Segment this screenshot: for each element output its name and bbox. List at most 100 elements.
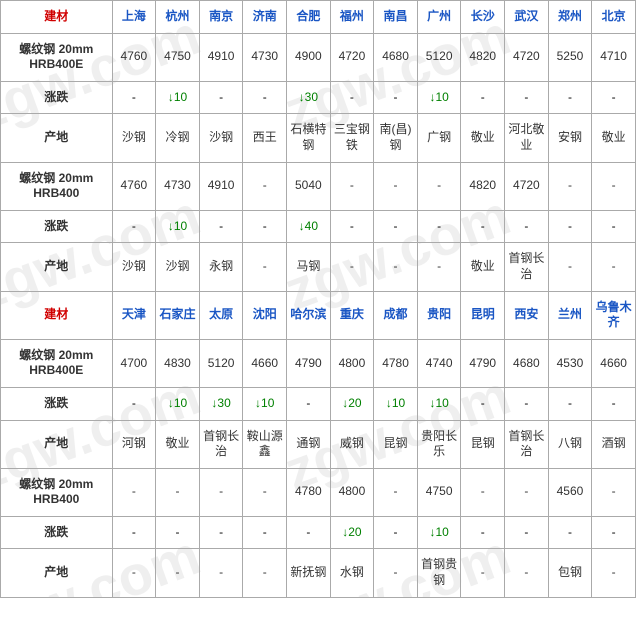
change-cell: -	[112, 516, 156, 549]
price-cell: 5040	[287, 162, 331, 210]
price-cell: 4900	[287, 33, 331, 81]
change-cell: -	[243, 210, 287, 243]
change-cell: -	[330, 81, 374, 114]
price-cell: -	[592, 162, 636, 210]
change-cell: -	[287, 387, 331, 420]
origin-cell: -	[330, 243, 374, 291]
product-label: 螺纹钢 20mm HRB400	[1, 162, 113, 210]
change-cell: -	[592, 516, 636, 549]
origin-cell: -	[199, 549, 243, 597]
change-cell: ↓30	[199, 387, 243, 420]
origin-cell: -	[461, 549, 505, 597]
change-cell: -	[505, 516, 549, 549]
origin-cell: 西王	[243, 114, 287, 162]
change-cell: -	[112, 387, 156, 420]
price-cell: 4760	[112, 33, 156, 81]
city-header: 贵阳	[417, 291, 461, 339]
change-label: 涨跌	[1, 210, 113, 243]
change-cell: ↓10	[374, 387, 418, 420]
city-header: 哈尔滨	[287, 291, 331, 339]
city-header: 郑州	[548, 1, 592, 34]
price-cell: 4760	[112, 162, 156, 210]
origin-cell: 昆钢	[461, 420, 505, 468]
price-cell: 4820	[461, 33, 505, 81]
price-cell: -	[417, 162, 461, 210]
price-cell: 4910	[199, 162, 243, 210]
product-label: 螺纹钢 20mm HRB400	[1, 468, 113, 516]
change-cell: ↓40	[287, 210, 331, 243]
product-label: 螺纹钢 20mm HRB400E	[1, 33, 113, 81]
change-cell: -	[505, 387, 549, 420]
price-cell: 5250	[548, 33, 592, 81]
change-cell: -	[417, 210, 461, 243]
change-cell: -	[374, 210, 418, 243]
change-cell: -	[548, 387, 592, 420]
origin-cell: -	[374, 243, 418, 291]
category-header: 建材	[1, 291, 113, 339]
city-header: 重庆	[330, 291, 374, 339]
price-cell: 4680	[505, 339, 549, 387]
city-header: 西安	[505, 291, 549, 339]
origin-label: 产地	[1, 420, 113, 468]
price-cell: -	[505, 468, 549, 516]
change-label: 涨跌	[1, 81, 113, 114]
price-cell: -	[243, 162, 287, 210]
price-cell: 4720	[505, 33, 549, 81]
price-cell: -	[374, 162, 418, 210]
change-cell: -	[461, 516, 505, 549]
origin-cell: -	[592, 549, 636, 597]
city-header: 上海	[112, 1, 156, 34]
origin-cell: -	[374, 549, 418, 597]
change-cell: -	[592, 81, 636, 114]
price-cell: 5120	[199, 339, 243, 387]
price-cell: 4780	[374, 339, 418, 387]
origin-cell: 威钢	[330, 420, 374, 468]
origin-cell: 冷钢	[156, 114, 200, 162]
price-cell: -	[461, 468, 505, 516]
change-cell: -	[461, 210, 505, 243]
city-header: 石家庄	[156, 291, 200, 339]
price-cell: -	[156, 468, 200, 516]
price-cell: 4730	[243, 33, 287, 81]
change-cell: -	[548, 210, 592, 243]
origin-cell: 石横特钢	[287, 114, 331, 162]
price-cell: 4740	[417, 339, 461, 387]
price-cell: 4720	[330, 33, 374, 81]
price-cell: 4660	[592, 339, 636, 387]
origin-cell: 首钢长治	[505, 243, 549, 291]
price-cell: 4750	[417, 468, 461, 516]
city-header: 杭州	[156, 1, 200, 34]
origin-cell: 酒钢	[592, 420, 636, 468]
change-cell: ↓20	[330, 516, 374, 549]
change-cell: ↓10	[156, 210, 200, 243]
price-cell: 4800	[330, 468, 374, 516]
price-cell: 5120	[417, 33, 461, 81]
origin-cell: 昆钢	[374, 420, 418, 468]
change-cell: ↓10	[243, 387, 287, 420]
change-label: 涨跌	[1, 516, 113, 549]
price-cell: 4830	[156, 339, 200, 387]
change-cell: -	[112, 81, 156, 114]
price-cell: 4530	[548, 339, 592, 387]
price-cell: -	[548, 162, 592, 210]
origin-cell: 沙钢	[199, 114, 243, 162]
change-cell: -	[330, 210, 374, 243]
origin-cell: 新抚钢	[287, 549, 331, 597]
origin-cell: 安钢	[548, 114, 592, 162]
city-header: 兰州	[548, 291, 592, 339]
origin-cell: 首钢长治	[505, 420, 549, 468]
change-cell: -	[592, 387, 636, 420]
origin-cell: -	[548, 243, 592, 291]
price-cell: -	[243, 468, 287, 516]
change-cell: -	[505, 210, 549, 243]
origin-cell: 广钢	[417, 114, 461, 162]
change-cell: -	[199, 210, 243, 243]
origin-cell: 通钢	[287, 420, 331, 468]
change-cell: -	[505, 81, 549, 114]
origin-cell: 首钢贵钢	[417, 549, 461, 597]
change-cell: -	[461, 81, 505, 114]
origin-label: 产地	[1, 243, 113, 291]
origin-cell: -	[243, 549, 287, 597]
city-header: 合肥	[287, 1, 331, 34]
origin-cell: 沙钢	[112, 114, 156, 162]
